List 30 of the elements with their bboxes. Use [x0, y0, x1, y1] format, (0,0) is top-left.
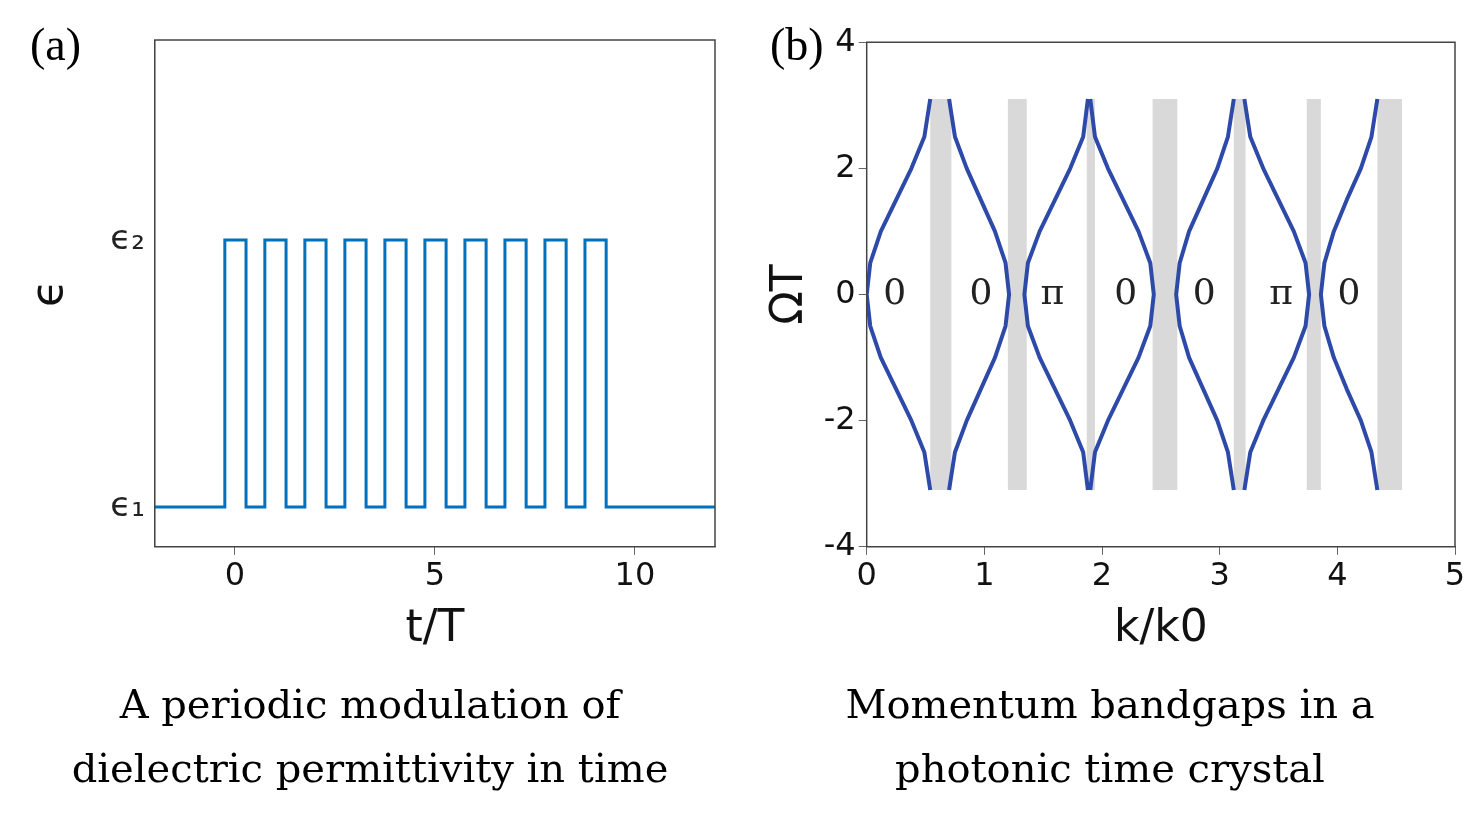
text: (b): [770, 18, 824, 71]
y-tick-label: 2: [835, 146, 856, 185]
annotation: 0: [1192, 270, 1216, 312]
x-axis-title: k/k0: [1113, 600, 1208, 652]
x-tick-label: 2: [1091, 555, 1113, 594]
x-axis-title: t/T: [405, 600, 465, 652]
y-tick-label: -4: [823, 525, 856, 564]
annotation: π: [1040, 270, 1065, 312]
annotation: 0: [969, 270, 993, 312]
x-tick-label: 4: [1327, 555, 1348, 594]
x-tick-label: 10: [614, 555, 656, 594]
annotation: 0: [1114, 270, 1138, 312]
y-tick-label: 4: [835, 20, 856, 59]
x-tick-label: 1: [974, 555, 995, 594]
x-tick-label: 3: [1209, 555, 1230, 594]
x-tick-label: 5: [1444, 555, 1466, 594]
y-axis-title: ΩT: [760, 264, 812, 325]
text: ϵ₂: [110, 216, 145, 257]
x-tick-label: 0: [224, 555, 246, 594]
text: (a): [30, 18, 82, 71]
text: A periodic modulation of dielectric permittivity in time: [70, 680, 670, 793]
annotation: 0: [1337, 270, 1361, 312]
x-tick-label: 5: [424, 555, 446, 594]
annotation: 0: [883, 270, 907, 312]
text: ϵ₁: [110, 483, 145, 524]
y-tick-label: 0: [835, 272, 856, 311]
text: Momentum bandgaps in a photonic time crystal: [844, 680, 1376, 793]
y-tick-label: -2: [823, 398, 856, 437]
annotation: π: [1269, 270, 1293, 312]
y-axis-title: ϵ: [20, 279, 72, 307]
